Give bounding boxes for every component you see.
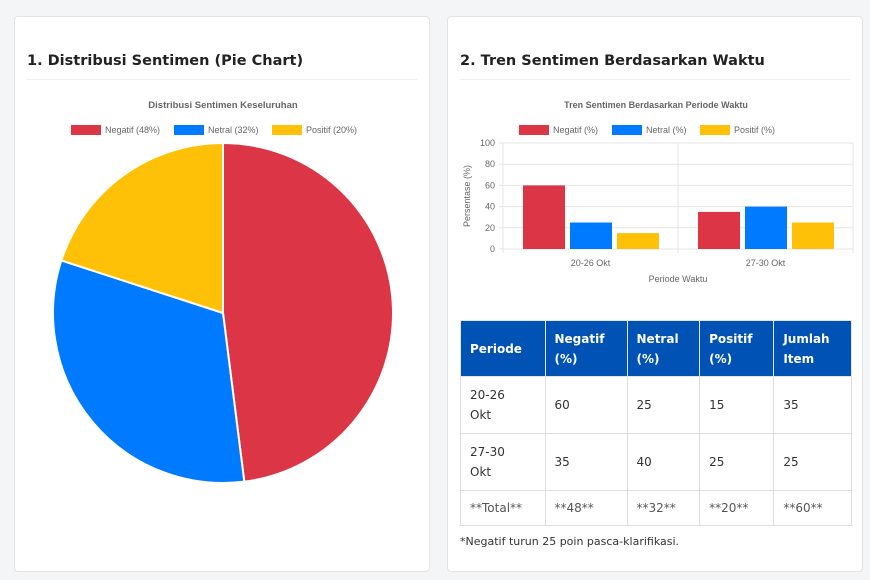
pie-slice-netral	[52, 259, 246, 484]
legend-swatch	[272, 125, 302, 135]
legend-label: Negatif (%)	[553, 125, 598, 135]
legend-label: Netral (%)	[646, 125, 687, 135]
legend-swatch	[71, 125, 101, 135]
bar-chart: Tren Sentimen Berdasarkan Periode Waktu N…	[462, 100, 854, 284]
pie-card: 1. Distribusi Sentimen (Pie Chart) Distr…	[14, 16, 430, 572]
legend-swatch	[612, 125, 642, 135]
th-positif: Positif (%)	[699, 320, 775, 377]
y-tick-label: 60	[485, 180, 495, 190]
legend-label: Positif (%)	[734, 125, 775, 135]
y-tick-label: 20	[485, 223, 495, 233]
x-tick-label: 20-26 Okt	[571, 258, 611, 268]
bar-positif	[792, 222, 834, 249]
th-periode: Periode	[460, 320, 546, 377]
trend-card: 2. Tren Sentimen Berdasarkan Waktu Tren …	[447, 16, 863, 572]
legend-swatch	[519, 125, 549, 135]
bar-netral	[570, 222, 612, 249]
legend-label: Negatif (48%)	[105, 125, 160, 135]
section-title: 1. Distribusi Sentimen (Pie Chart)	[27, 53, 417, 80]
trend-table: Periode Negatif (%) Netral (%) Positif (%) …	[460, 320, 852, 526]
legend-label: Netral (32%)	[208, 125, 259, 135]
pie-slice-positif	[60, 141, 224, 315]
y-tick-label: 80	[485, 159, 495, 169]
legend-swatch	[700, 125, 730, 135]
footnote: *Negatif turun 25 poin pasca-klarifikasi…	[460, 535, 680, 548]
pie-chart: Distribusi Sentimen Keseluruhan Negatif (…	[52, 100, 394, 484]
legend-swatch	[174, 125, 204, 135]
th-jumlah: Jumlah Item	[773, 320, 852, 377]
x-axis-title: Periode Waktu	[649, 274, 708, 284]
section-title: 2. Tren Sentimen Berdasarkan Waktu	[460, 53, 850, 80]
bar-netral	[745, 206, 787, 249]
x-tick-label: 27-30 Okt	[746, 258, 786, 268]
y-tick-label: 40	[485, 202, 495, 212]
table-total-row: **Total** **48** **32** **20** **60**	[460, 490, 852, 526]
y-tick-label: 100	[480, 138, 495, 148]
bar-negatif	[523, 185, 565, 249]
legend-label: Positif (20%)	[306, 125, 357, 135]
th-netral: Netral (%)	[626, 320, 701, 377]
pie-slice-negatif	[222, 141, 394, 483]
table-row: 20-26 Okt 60 25 15 35	[460, 376, 852, 434]
y-tick-label: 0	[490, 244, 495, 254]
chart-title: Distribusi Sentimen Keseluruhan	[148, 100, 298, 111]
chart-title: Tren Sentimen Berdasarkan Periode Waktu	[564, 100, 748, 110]
bar-negatif	[698, 211, 740, 249]
y-axis-title: Persentase (%)	[462, 165, 472, 227]
bar-positif	[617, 233, 659, 249]
th-negatif: Negatif (%)	[544, 320, 628, 377]
table-row: 27-30 Okt 35 40 25 25	[460, 433, 852, 491]
